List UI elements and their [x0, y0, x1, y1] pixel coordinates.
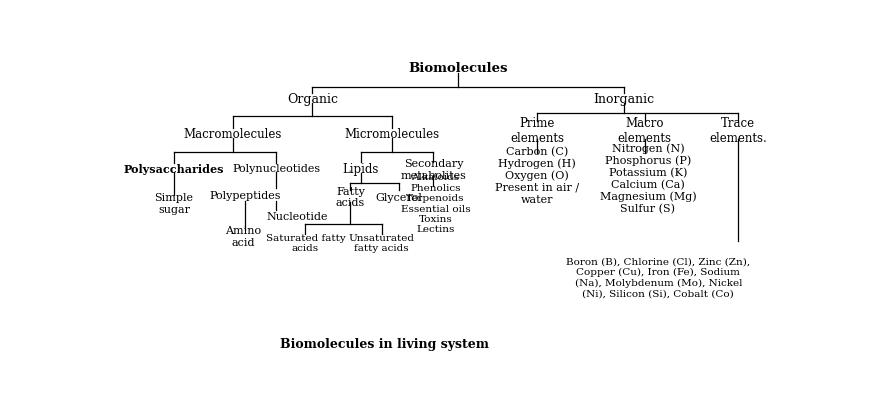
- Text: Polypeptides: Polypeptides: [210, 191, 281, 200]
- Text: Trace
elements.: Trace elements.: [709, 117, 767, 145]
- Text: Unsaturated
fatty acids: Unsaturated fatty acids: [348, 233, 414, 252]
- Text: Polysaccharides: Polysaccharides: [123, 163, 224, 174]
- Text: Polynucleotides: Polynucleotides: [232, 164, 321, 174]
- Text: Macromolecules: Macromolecules: [184, 128, 282, 141]
- Text: Amino
acid: Amino acid: [225, 226, 261, 247]
- Text: Lipids: Lipids: [343, 162, 379, 175]
- Text: Prime
elements: Prime elements: [510, 117, 564, 145]
- Text: Fatty
acids: Fatty acids: [336, 187, 365, 208]
- Text: Macro
elements: Macro elements: [618, 117, 672, 145]
- Text: Organic: Organic: [287, 93, 338, 106]
- Text: Carbon (C)
Hydrogen (H)
Oxygen (O)
Present in air /
water: Carbon (C) Hydrogen (H) Oxygen (O) Prese…: [496, 146, 580, 204]
- Text: Simple
sugar: Simple sugar: [154, 193, 194, 214]
- Text: Biomolecules in living system: Biomolecules in living system: [280, 337, 489, 350]
- Text: Boron (B), Chlorine (Cl), Zinc (Zn),
Copper (Cu), Iron (Fe), Sodium
(Na), Molybd: Boron (B), Chlorine (Cl), Zinc (Zn), Cop…: [566, 257, 750, 298]
- Text: Secondary
metabolites: Secondary metabolites: [400, 159, 466, 180]
- Text: Saturated fatty
acids: Saturated fatty acids: [265, 233, 346, 252]
- Text: Alkaloids
Phenolics
Terpenoids
Essential oils
Toxins
Lectins: Alkaloids Phenolics Terpenoids Essential…: [401, 173, 471, 234]
- Text: Micromolecules: Micromolecules: [345, 128, 439, 141]
- Text: Inorganic: Inorganic: [593, 93, 655, 106]
- Text: Biomolecules: Biomolecules: [408, 61, 507, 74]
- Text: Glycerol: Glycerol: [375, 192, 422, 202]
- Text: Nitrogen (N)
Phosphorus (P)
Potassium (K)
Calcium (Ca)
Magnesium (Mg)
Sulfur (S): Nitrogen (N) Phosphorus (P) Potassium (K…: [600, 143, 697, 213]
- Text: Nucleotide: Nucleotide: [266, 211, 328, 222]
